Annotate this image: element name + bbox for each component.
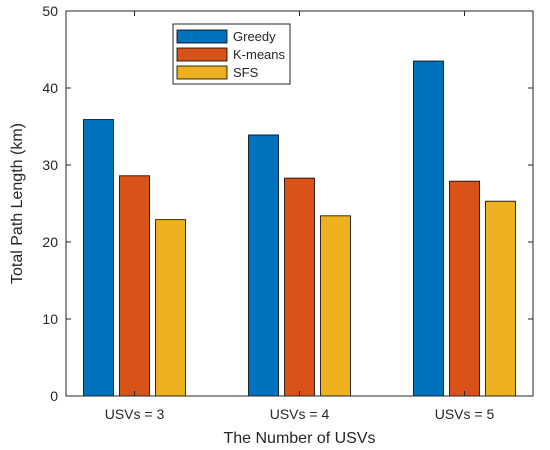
bar-k-means-2 — [284, 177, 315, 397]
legend-label: K-means — [233, 47, 286, 62]
x-tick-label: USVs = 5 — [435, 406, 495, 422]
bar-greedy-1 — [83, 119, 114, 397]
bar-greedy-2 — [248, 134, 279, 397]
legend-swatch-greedy — [176, 29, 228, 44]
bars-group — [83, 60, 516, 397]
y-tick-label: 30 — [42, 157, 58, 173]
bar-sfs-1 — [155, 219, 186, 397]
y-tick-label: 50 — [42, 3, 58, 19]
bar-greedy-3 — [413, 60, 444, 397]
plot-frame — [65, 10, 534, 397]
x-tick-label: USVs = 3 — [105, 406, 165, 422]
bar-k-means-3 — [449, 180, 480, 397]
legend-swatch-k-means — [176, 47, 228, 62]
legend-label: SFS — [233, 65, 259, 80]
legend-label: Greedy — [233, 29, 276, 44]
bar-sfs-3 — [485, 200, 516, 397]
x-axis-label: The Number of USVs — [223, 430, 375, 447]
y-tick-label: 40 — [42, 80, 58, 96]
legend-swatch-sfs — [176, 65, 228, 80]
bar-sfs-2 — [320, 215, 351, 397]
x-tick-label: USVs = 4 — [270, 406, 330, 422]
y-axis-label: Total Path Length (km) — [9, 123, 26, 284]
y-tick-label: 10 — [42, 311, 58, 327]
x-axis-ticks: USVs = 3 USVs = 4 USVs = 5 — [105, 11, 495, 422]
legend: Greedy K-means SFS — [172, 23, 291, 85]
y-tick-label: 20 — [42, 234, 58, 250]
y-tick-label: 0 — [50, 388, 58, 404]
bar-k-means-1 — [119, 175, 150, 397]
